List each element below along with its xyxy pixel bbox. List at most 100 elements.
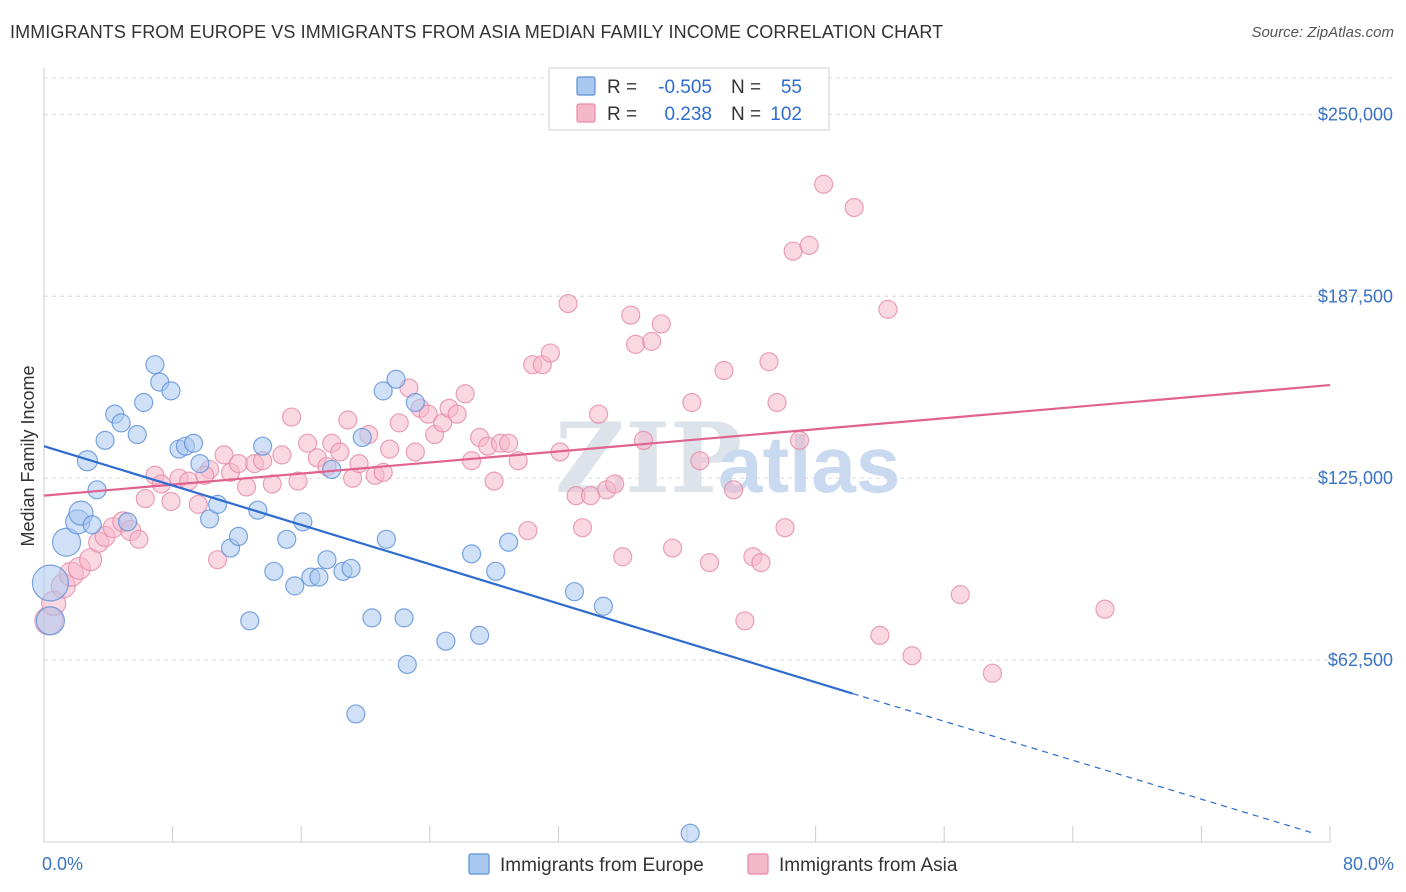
- europe-point: [190, 454, 210, 474]
- legend-asia-r-value: 0.238: [664, 104, 712, 125]
- europe-point: [436, 631, 456, 651]
- asia-point: [380, 439, 400, 459]
- asia-point: [214, 445, 234, 465]
- europe-point: [82, 515, 102, 535]
- asia-point: [228, 454, 249, 474]
- europe-trend-extension: [852, 692, 1315, 834]
- y-tick-label: $62,500: [1328, 650, 1393, 670]
- asia-point: [605, 474, 625, 494]
- legend-swatch-asia: [576, 103, 596, 123]
- bottom-legend-europe-label: Immigrants from Europe: [500, 855, 704, 876]
- europe-point: [486, 561, 506, 581]
- europe-point: [51, 527, 82, 557]
- europe-point: [470, 625, 490, 645]
- europe-point: [376, 529, 396, 549]
- asia-point: [1095, 599, 1115, 619]
- asia-point: [558, 293, 578, 314]
- asia-point: [714, 360, 734, 381]
- y-tick-label: $250,000: [1318, 104, 1393, 124]
- asia-point: [461, 451, 482, 471]
- asia-point: [338, 410, 358, 430]
- asia-point: [682, 392, 702, 413]
- legend-europe-r-value: -0.505: [658, 77, 712, 98]
- legend-asia-n-label: N =: [731, 104, 761, 125]
- asia-point: [405, 442, 425, 462]
- asia-point: [783, 241, 803, 261]
- x-tick-label: 80.0%: [1343, 854, 1394, 874]
- asia-point: [281, 407, 302, 427]
- legend-europe-r-label: R =: [607, 77, 637, 98]
- legend-europe-n-label: N =: [731, 77, 761, 98]
- bottom-legend: Immigrants from Europe Immigrants from A…: [468, 853, 958, 876]
- y-tick-label: $187,500: [1318, 286, 1393, 306]
- asia-point: [418, 404, 438, 424]
- europe-point: [405, 392, 425, 413]
- europe-point: [35, 606, 66, 636]
- asia-point: [814, 174, 834, 194]
- asia-point: [330, 442, 350, 462]
- asia-point: [518, 520, 538, 541]
- y-tick-labels: $62,500 $125,000 $187,500 $250,000: [1318, 104, 1393, 670]
- asia-point: [982, 663, 1003, 683]
- legend-europe-n-value: 55: [781, 77, 802, 98]
- asia-point: [699, 552, 720, 573]
- asia-point: [724, 480, 744, 500]
- europe-point: [593, 596, 614, 616]
- europe-point: [564, 582, 585, 602]
- asia-point: [236, 477, 257, 497]
- europe-point: [111, 413, 131, 433]
- europe-point: [31, 564, 70, 602]
- y-tick-label: $125,000: [1318, 468, 1393, 488]
- asia-point: [642, 331, 662, 351]
- europe-point: [397, 654, 417, 675]
- asia-point: [870, 625, 890, 645]
- europe-point: [161, 381, 181, 401]
- series-europe-points: [31, 355, 700, 843]
- europe-point: [117, 512, 138, 532]
- europe-point: [95, 430, 115, 450]
- asia-point: [262, 474, 282, 494]
- europe-point: [386, 369, 406, 389]
- asia-point: [625, 334, 646, 354]
- asia-point: [613, 547, 633, 567]
- asia-point: [572, 518, 593, 538]
- asia-point: [621, 305, 641, 325]
- asia-point: [498, 433, 519, 453]
- asia-point: [950, 585, 970, 605]
- asia-point: [135, 488, 155, 509]
- asia-point: [288, 471, 308, 491]
- europe-point: [680, 823, 700, 843]
- europe-point: [346, 704, 366, 724]
- europe-point: [183, 433, 204, 453]
- europe-point: [127, 424, 147, 445]
- legend-box: R = -0.505 N = 55 R = 0.238 N = 102: [548, 67, 830, 131]
- asia-point: [662, 538, 683, 558]
- asia-point: [161, 491, 181, 512]
- asia-point: [540, 343, 560, 363]
- legend-swatch-europe: [576, 76, 596, 96]
- asia-point: [789, 430, 810, 450]
- asia-point: [775, 518, 795, 538]
- asia-point: [799, 235, 819, 255]
- x-tick-label: 0.0%: [42, 854, 83, 874]
- europe-point: [341, 558, 361, 579]
- asia-point: [878, 299, 898, 319]
- europe-point: [394, 608, 414, 628]
- asia-point: [208, 550, 228, 570]
- europe-point: [362, 608, 382, 628]
- asia-point: [580, 486, 601, 506]
- europe-point: [317, 550, 337, 570]
- x-tick-labels: 0.0% 80.0%: [42, 854, 1394, 874]
- trend-lines: [43, 383, 1331, 834]
- asia-point: [767, 392, 787, 413]
- asia-point: [735, 611, 755, 631]
- asia-point: [272, 445, 292, 465]
- europe-point: [145, 355, 165, 375]
- asia-trend-line: [43, 383, 1331, 497]
- europe-point: [352, 427, 372, 448]
- europe-point: [76, 450, 99, 472]
- asia-point: [902, 646, 922, 666]
- asia-point: [633, 430, 654, 450]
- asia-point: [690, 451, 710, 471]
- asia-point: [759, 352, 779, 372]
